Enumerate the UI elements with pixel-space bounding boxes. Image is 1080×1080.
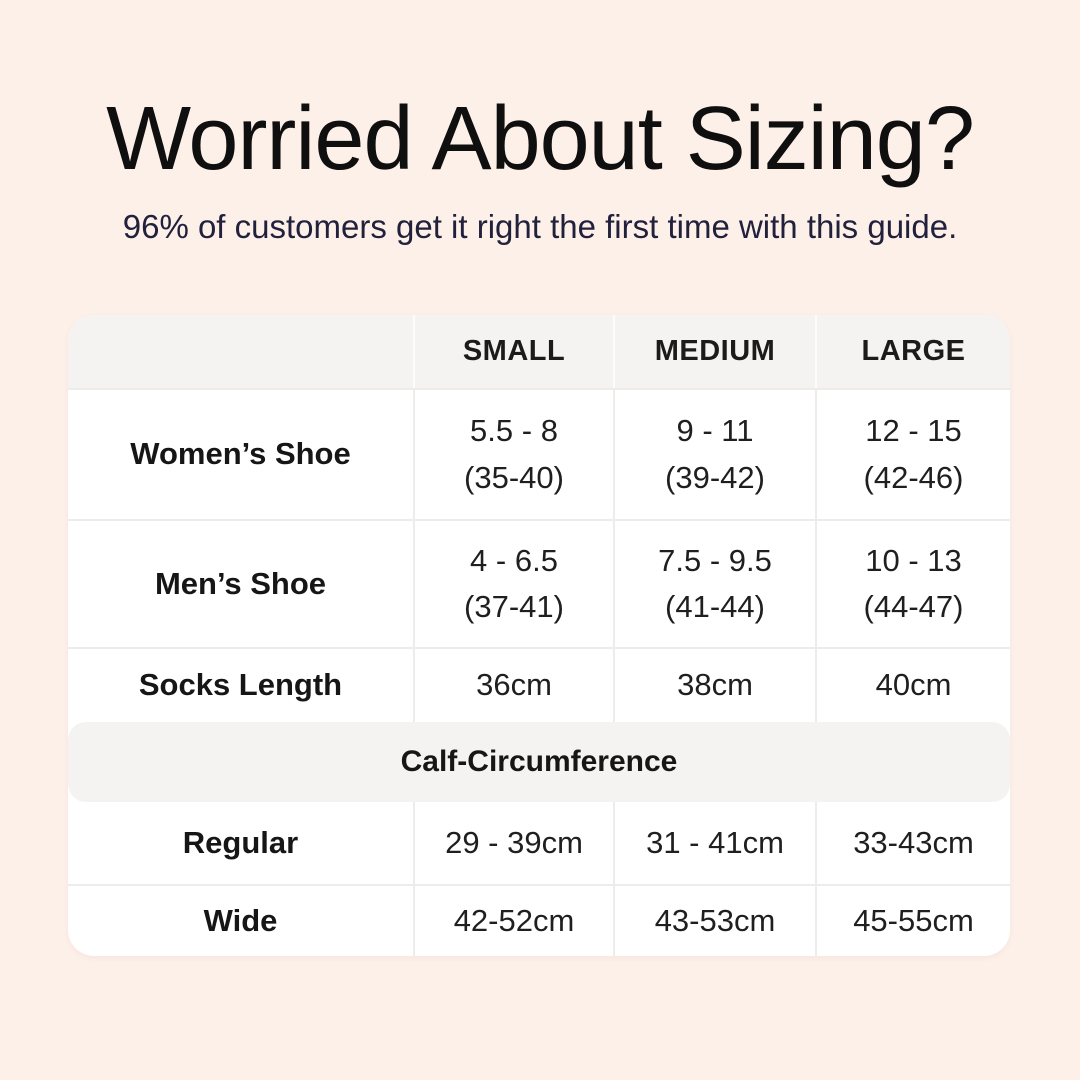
row-label-socks-length: Socks Length — [68, 647, 413, 722]
cell-line-circumference: 29 - 39cm — [445, 824, 583, 860]
cell-line-us-size: 4 - 6.5 — [470, 542, 558, 578]
cell-line-circumference: 42-52cm — [453, 902, 575, 938]
cell-regular-medium: 31 - 41cm — [613, 802, 815, 884]
cell-line-eu-size: (41-44) — [665, 589, 765, 624]
cell-line-circumference: 45-55cm — [853, 902, 974, 938]
cell-line-eu-size: (44-47) — [863, 589, 964, 624]
section-header-calf-circumference: Calf-Circumference — [68, 722, 1010, 802]
cell-womens-shoe-large: 12 - 15 (42-46) — [815, 388, 1010, 519]
cell-womens-shoe-small: 5.5 - 8 (35-40) — [413, 388, 613, 519]
cell-line-length: 36cm — [476, 667, 552, 703]
cell-mens-shoe-small: 4 - 6.5 (37-41) — [413, 519, 613, 647]
cell-line-eu-size: (42-46) — [863, 459, 964, 495]
row-label-regular: Regular — [182, 824, 299, 860]
row-label-wide: Wide — [68, 884, 413, 956]
cell-womens-shoe-medium: 9 - 11 (39-42) — [613, 388, 815, 519]
cell-regular-large: 33-43cm — [815, 802, 1010, 884]
page-subtitle: 96% of customers get it right the first … — [122, 208, 958, 245]
cell-wide-medium: 43-53cm — [613, 884, 815, 956]
cell-mens-shoe-medium: 7.5 - 9.5 (41-44) — [613, 519, 815, 647]
cell-line-eu-size: (37-41) — [464, 589, 564, 624]
page-title: Worried About Sizing? — [106, 89, 975, 189]
col-header-medium: MEDIUM — [613, 315, 815, 388]
row-label-mens-shoe: Men’s Shoe — [68, 519, 413, 647]
cell-line-circumference: 43-53cm — [654, 902, 776, 938]
cell-mens-shoe-large: 10 - 13 (44-47) — [815, 519, 1010, 647]
cell-line-length: 38cm — [677, 667, 753, 703]
cell-line-us-size: 9 - 11 — [676, 413, 754, 448]
cell-socks-length-large: 40cm — [815, 647, 1010, 722]
cell-line-circumference: 31 - 41cm — [646, 824, 784, 860]
col-header-large: LARGE — [815, 315, 1010, 388]
cell-regular-small: 29 - 39cm — [413, 802, 613, 884]
sizing-table: SMALL MEDIUM LARGE Women’s Shoe 5.5 - 8 … — [68, 315, 1010, 956]
cell-line-us-size: 10 - 13 — [865, 542, 962, 578]
cell-line-eu-size: (35-40) — [464, 459, 564, 495]
col-header-small: SMALL — [413, 315, 613, 388]
cell-line-us-size: 12 - 15 — [865, 413, 962, 448]
cell-wide-large: 45-55cm — [815, 884, 1010, 956]
cell-wide-small: 42-52cm — [413, 884, 613, 956]
cell-line-circumference: 33-43cm — [853, 824, 974, 860]
cell-socks-length-medium: 38cm — [613, 647, 815, 722]
cell-socks-length-small: 36cm — [413, 647, 613, 722]
cell-line-us-size: 5.5 - 8 — [470, 413, 558, 448]
cell-line-eu-size: (39-42) — [665, 459, 765, 495]
col-header-blank — [68, 315, 413, 388]
cell-line-us-size: 7.5 - 9.5 — [658, 542, 772, 578]
row-label-womens-shoe: Women’s Shoe — [68, 388, 413, 519]
cell-line-length: 40cm — [875, 667, 952, 703]
